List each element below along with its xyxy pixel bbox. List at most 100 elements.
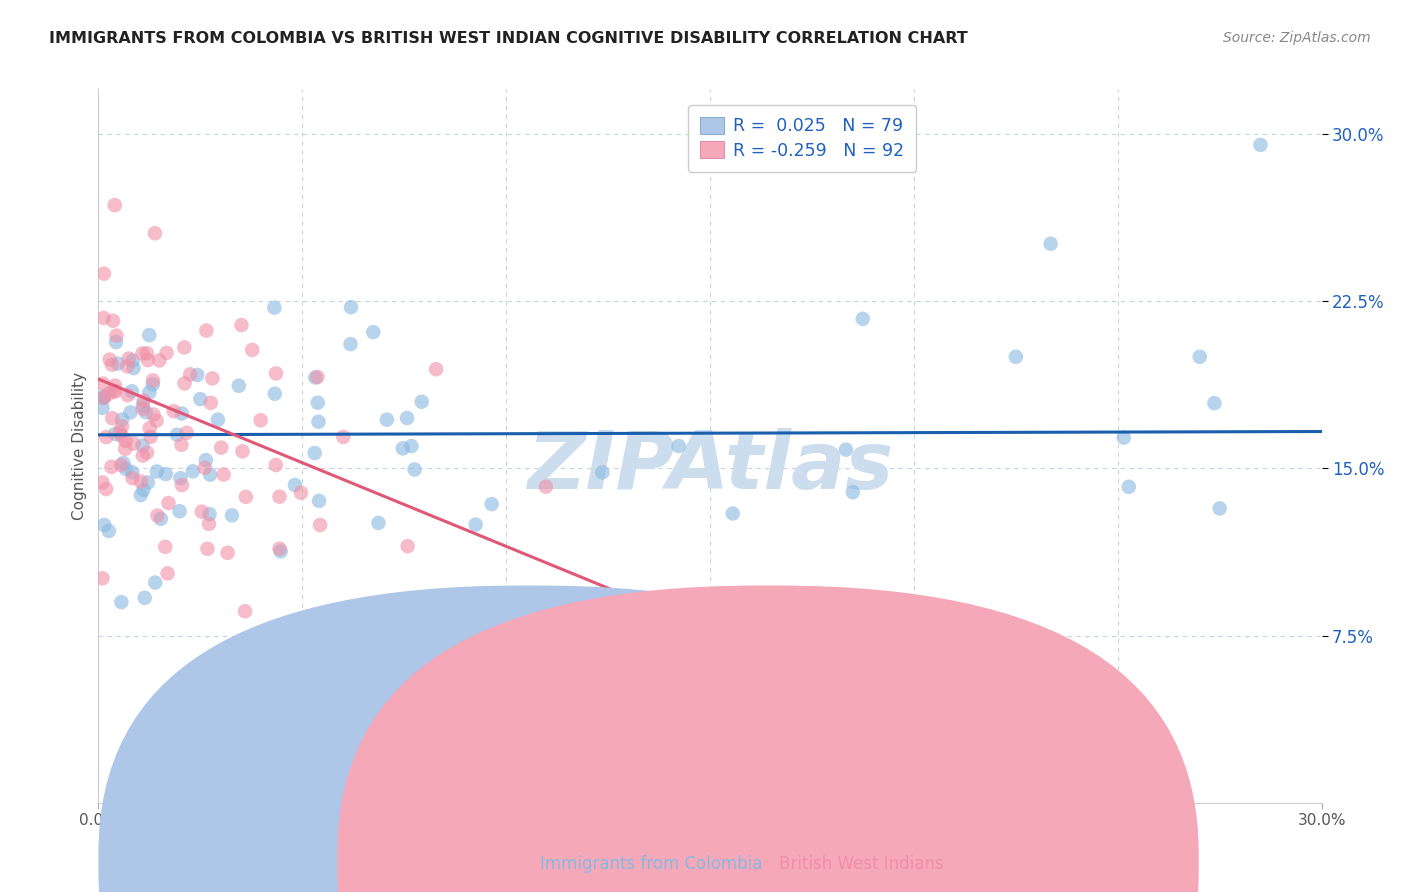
Point — [209, 441, 232, 455]
Point — [426, 647, 449, 661]
Point — [93, 518, 115, 533]
Point — [136, 475, 159, 490]
Point — [91, 401, 114, 415]
Point — [198, 467, 221, 482]
Point — [173, 376, 195, 391]
Point — [146, 508, 169, 523]
Point — [138, 385, 160, 400]
Legend: R =  0.025   N = 79, R = -0.259   N = 92: R = 0.025 N = 79, R = -0.259 N = 92 — [688, 105, 915, 172]
Point — [304, 370, 326, 384]
Point — [367, 516, 389, 530]
Point — [163, 404, 186, 418]
Point — [122, 436, 145, 450]
Point — [375, 413, 398, 427]
Point — [138, 328, 160, 343]
Point — [93, 391, 115, 405]
Point — [842, 485, 865, 500]
Text: IMMIGRANTS FROM COLOMBIA VS BRITISH WEST INDIAN COGNITIVE DISABILITY CORRELATION: IMMIGRANTS FROM COLOMBIA VS BRITISH WEST… — [49, 31, 967, 46]
Point — [464, 517, 486, 532]
Point — [207, 412, 229, 426]
Point — [118, 351, 141, 366]
Point — [284, 478, 307, 492]
Point — [404, 462, 426, 476]
Point — [91, 376, 114, 391]
Point — [131, 438, 153, 452]
Point — [142, 373, 165, 387]
Point — [122, 361, 145, 376]
Point — [191, 505, 214, 519]
Point — [121, 466, 143, 480]
Point — [120, 405, 142, 419]
Point — [101, 358, 124, 372]
Point — [132, 483, 155, 497]
Point — [239, 662, 262, 676]
Point — [668, 439, 690, 453]
Text: British West Indians: British West Indians — [779, 855, 943, 872]
Point — [131, 399, 153, 413]
Point — [195, 324, 218, 338]
Point — [115, 359, 138, 374]
Point — [107, 357, 129, 371]
Point — [264, 458, 287, 472]
Point — [270, 544, 292, 558]
Point — [852, 311, 875, 326]
Point — [135, 405, 157, 419]
Point — [146, 465, 169, 479]
Point — [97, 524, 120, 538]
Point — [91, 571, 114, 585]
Text: ZIPAtlas: ZIPAtlas — [527, 428, 893, 507]
Point — [186, 368, 208, 382]
Point — [194, 453, 217, 467]
Point — [105, 334, 128, 349]
Point — [166, 427, 188, 442]
Point — [340, 300, 363, 314]
Point — [198, 516, 221, 531]
Point — [198, 507, 221, 521]
Point — [93, 310, 115, 325]
Point — [104, 426, 127, 441]
Point — [647, 616, 669, 631]
Point — [307, 370, 329, 384]
Point — [132, 449, 155, 463]
Point — [143, 227, 166, 241]
Point — [129, 475, 152, 489]
Point — [217, 546, 239, 560]
Point — [269, 541, 291, 556]
Point — [142, 377, 165, 392]
Point — [143, 575, 166, 590]
Point — [263, 301, 285, 315]
Point — [221, 508, 243, 523]
Point — [121, 471, 143, 485]
Point — [156, 346, 179, 360]
Point — [111, 412, 134, 426]
Point — [228, 378, 250, 392]
Point — [309, 518, 332, 533]
Point — [201, 371, 224, 385]
Point — [103, 384, 125, 398]
Point — [1204, 396, 1226, 410]
Point — [110, 458, 132, 472]
Point — [1112, 431, 1135, 445]
Point — [139, 421, 162, 435]
Point — [1004, 350, 1026, 364]
Point — [181, 464, 204, 478]
Point — [396, 411, 419, 425]
Point — [132, 393, 155, 408]
Point — [170, 478, 193, 492]
Point — [308, 415, 330, 429]
Point — [149, 512, 172, 526]
Point — [231, 444, 253, 458]
Point — [451, 607, 474, 622]
Point — [148, 353, 170, 368]
Point — [534, 480, 557, 494]
Point — [835, 442, 858, 457]
Point — [367, 660, 389, 674]
Point — [179, 368, 201, 382]
Point — [332, 430, 354, 444]
Point — [157, 496, 180, 510]
Point — [135, 346, 157, 360]
Point — [721, 507, 744, 521]
Point — [307, 395, 329, 409]
Point — [93, 267, 115, 281]
Point — [110, 595, 132, 609]
